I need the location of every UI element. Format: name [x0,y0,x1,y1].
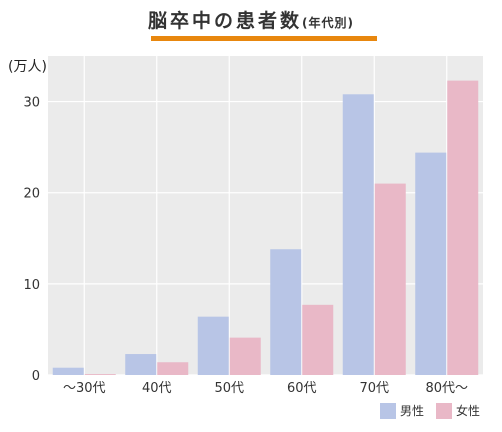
chart-title: 脳卒中の患者数 [148,10,303,32]
bars [52,80,479,375]
title-underline [151,36,377,41]
x-tick-label: 70代 [359,381,389,396]
x-tick-label: 40代 [142,381,172,396]
bar-female-1 [157,362,189,375]
legend-swatch-male [380,402,396,419]
x-tick-label: 60代 [287,381,317,396]
bar-male-1 [125,354,157,375]
y-tick-label: 20 [23,187,40,202]
bar-female-2 [229,337,261,375]
chart-title-block: 脳卒中の患者数(年代別) [0,6,502,33]
chart-subtitle: (年代別) [302,16,354,30]
bar-female-3 [302,304,334,375]
plot-background [48,56,483,375]
x-tick-labels: ～30代 40代 50代 60代 70代 80代～ [63,381,468,396]
y-tick-label: 30 [23,96,40,111]
bar-male-0 [52,367,84,375]
legend-label-male: 男性 [400,404,425,418]
bar-female-0 [84,374,116,375]
legend-swatch-female [436,402,453,419]
bar-male-2 [197,316,229,375]
x-tick-label: ～30代 [63,381,106,396]
legend-item-female: 女性 [436,402,480,419]
bar-male-3 [270,249,302,375]
bar-female-5 [447,80,479,375]
y-tick-label: 0 [32,369,40,384]
bar-male-4 [342,94,374,375]
bar-male-5 [415,152,447,375]
x-tick-label: 80代～ [425,381,468,396]
y-tick-labels: 0 10 20 30 [23,96,40,384]
y-tick-label: 10 [23,278,40,293]
x-tick-label: 50代 [214,381,244,396]
legend-item-male: 男性 [380,402,424,419]
y-axis-unit-label: (万人) [8,59,47,75]
legend: 男性 女性 [380,402,492,419]
bar-female-4 [374,183,406,375]
legend-label-female: 女性 [456,404,481,418]
grid-lines [48,56,483,376]
